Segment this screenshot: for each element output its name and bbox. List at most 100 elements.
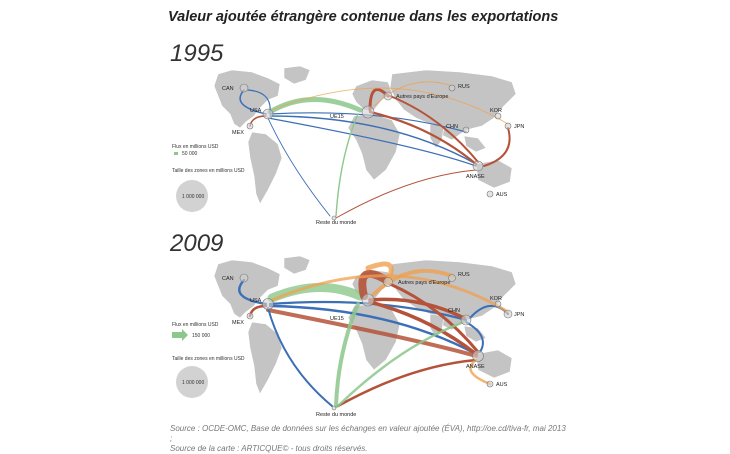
map-1995-svg: CAN USA MEX UE15 Autres pays d'Europe RU…	[172, 66, 524, 226]
flow-usa-can	[247, 89, 271, 113]
flow-jpn-anase	[483, 127, 511, 167]
zone-anase	[472, 160, 484, 172]
zone-kor	[494, 300, 502, 308]
world-land-1995	[213, 66, 517, 205]
flow-anase-usa	[266, 308, 478, 358]
legend-size-circle	[176, 180, 208, 212]
flow-europe-anase	[388, 282, 480, 354]
legend-size-title: Taille des zones en millions USD	[172, 168, 245, 174]
zone-jpn	[504, 122, 512, 130]
south-america-shape	[247, 131, 283, 205]
label-jpn: JPN	[514, 312, 524, 318]
label-rus: RUS	[458, 84, 470, 90]
zone-rus	[448, 274, 456, 282]
label-rus: RUS	[458, 272, 470, 278]
legend-1995: Flux en millions USD 50 000 Taille des z…	[172, 144, 245, 212]
label-rdm: Reste du monde	[316, 412, 356, 418]
legend-2009: Flux en millions USD 150 000 Taille des …	[172, 322, 245, 398]
label-aus: AUS	[496, 192, 508, 198]
zone-chn	[462, 126, 470, 134]
flows-1995	[239, 81, 511, 219]
flow-usa-anase	[269, 115, 477, 165]
label-can: CAN	[222, 276, 234, 282]
africa-shape	[347, 113, 401, 181]
label-can: CAN	[222, 86, 234, 92]
flow-usa-rdm	[267, 117, 331, 217]
label-jpn: JPN	[514, 124, 524, 130]
zone-aus	[486, 190, 494, 198]
label-kor: KOR	[490, 296, 502, 302]
zone-ue15	[361, 105, 375, 119]
label-anase: ANASE	[466, 174, 485, 180]
flow-ue15-anase	[368, 110, 478, 166]
flow-usa-jpn	[270, 274, 510, 314]
label-rdm: Reste du monde	[316, 220, 356, 226]
flow-anase-usa	[267, 117, 477, 167]
zone-europe	[383, 91, 393, 101]
map-1995: CAN USA MEX UE15 Autres pays d'Europe RU…	[160, 66, 560, 226]
zone-mex	[246, 312, 254, 320]
legend-size-circle	[176, 366, 208, 398]
asia-shape	[389, 69, 517, 141]
zone-aus	[486, 380, 494, 388]
zone-ue15	[361, 293, 375, 307]
flow-rus-ue15	[372, 268, 454, 296]
label-kor: KOR	[490, 108, 502, 114]
flow-ue15-rdm	[334, 302, 360, 408]
label-usa: USA	[250, 298, 262, 304]
source-line-1: Source : OCDE-OMC, Base de données sur l…	[170, 424, 566, 443]
legend-flux-value: 150 000	[192, 333, 210, 339]
flow-ue15-rdm	[335, 113, 359, 217]
legend-flux-swatch	[174, 152, 178, 155]
label-europe: Autres pays d'Europe	[396, 94, 448, 100]
flow-ue15-chn	[368, 297, 466, 320]
flow-can-usa	[239, 89, 267, 115]
greenland-shape	[283, 256, 311, 275]
zones-2009	[239, 273, 513, 411]
source-line-2: Source de la carte : ARTICQUE© - tous dr…	[170, 444, 368, 453]
flow-rdm-anase	[335, 169, 477, 219]
legend-flux-arrow	[172, 329, 188, 341]
label-mex: MEX	[232, 130, 244, 136]
label-anase: ANASE	[466, 364, 485, 370]
source-note: Source : OCDE-OMC, Base de données sur l…	[170, 424, 570, 454]
flow-can-usa	[238, 278, 268, 306]
flow-aus-anase	[469, 358, 492, 386]
zone-usa	[262, 108, 274, 120]
flow-usa-chn	[269, 112, 467, 133]
north-america-shape	[213, 69, 281, 129]
flow-usa-ue15	[267, 283, 365, 303]
label-ue15: UE15	[330, 114, 344, 120]
zone-anase	[472, 350, 484, 362]
label-chn: CHN	[448, 308, 460, 314]
flow-rdm-anase	[336, 358, 478, 408]
year-1995-label: 1995	[170, 40, 224, 67]
map-2009: CAN USA MEX UE15 Autres pays d'Europe RU…	[160, 256, 560, 418]
chart-title: Valeur ajoutée étrangère contenue dans l…	[168, 9, 559, 25]
flow-europe-anase	[389, 95, 479, 163]
label-europe: Autres pays d'Europe	[398, 280, 450, 286]
flow-chn-anase	[465, 321, 484, 353]
legend-flux-title: Flux en millions USD	[172, 144, 219, 150]
zone-rdm	[331, 405, 337, 411]
label-usa: USA	[250, 108, 262, 114]
map-2009-svg: CAN USA MEX UE15 Autres pays d'Europe RU…	[172, 256, 524, 418]
zone-can	[239, 83, 249, 93]
flow-usa-jpn	[271, 87, 509, 125]
legend-size-value: 1 000 000	[182, 380, 204, 386]
zone-jpn	[503, 309, 513, 319]
flow-rus-ue15	[373, 81, 453, 107]
year-2009-label: 2009	[170, 230, 224, 257]
label-chn: CHN	[446, 124, 458, 130]
zone-rdm	[331, 215, 337, 221]
greenland-shape	[283, 66, 311, 85]
zones-1995	[239, 83, 512, 221]
australia-shape	[475, 349, 513, 379]
flow-usa-anase	[268, 304, 478, 356]
zone-kor	[494, 112, 502, 120]
flow-ue15-anase	[368, 300, 478, 356]
legend-size-value: 1 000 000	[182, 194, 204, 200]
label-aus: AUS	[496, 382, 508, 388]
flows-2009	[238, 261, 510, 408]
zone-can	[239, 273, 249, 283]
